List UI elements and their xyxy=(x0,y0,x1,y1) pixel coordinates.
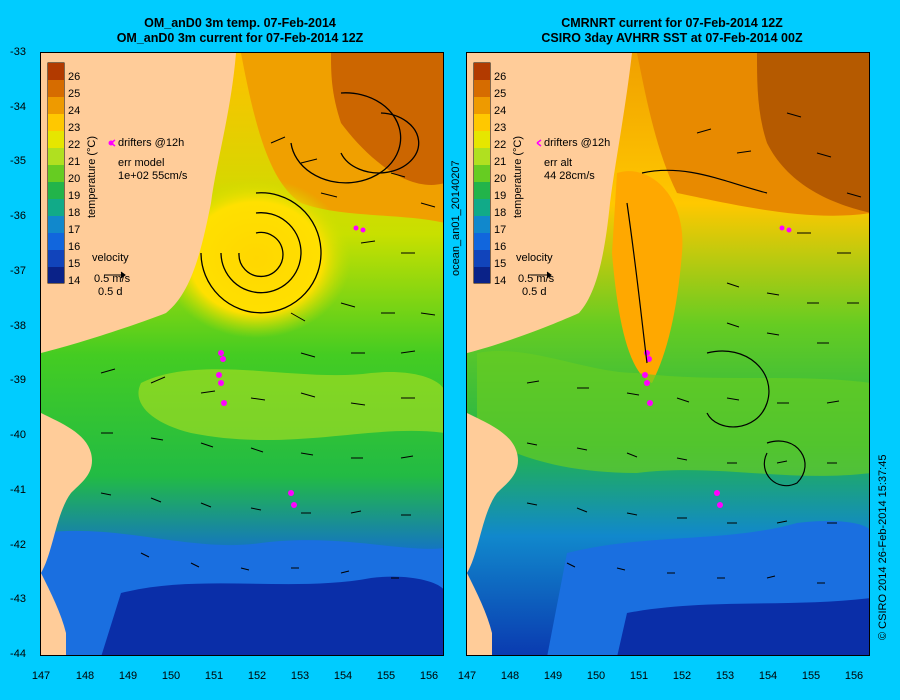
drifters-markers xyxy=(108,140,366,508)
y-tick-label: -35 xyxy=(10,155,26,167)
right-velocity-time: 0.5 d xyxy=(522,286,547,298)
velocity-scale-arrow xyxy=(531,271,552,279)
left-err-line1: err model xyxy=(118,157,165,169)
y-tick-label: -37 xyxy=(10,265,26,277)
right-err-line2: 44 28cm/s xyxy=(544,170,595,182)
right-colorbar-title: temperature (°C) xyxy=(512,135,524,218)
x-tick-label: 149 xyxy=(543,670,563,682)
y-tick-label: -42 xyxy=(10,539,26,551)
model-run-label: ocean_an01_20140207 xyxy=(450,160,462,276)
colorbar-tick: 16 xyxy=(68,241,81,253)
colorbar-tick: 20 xyxy=(68,173,81,185)
left-map-panel xyxy=(40,52,444,656)
x-tick-label: 155 xyxy=(801,670,821,682)
right-velocity-label: velocity xyxy=(516,252,553,264)
left-drifters-legend: drifters @12h xyxy=(118,137,184,150)
right-panel-title: CMRNRT current for 07-Feb-2014 12Z CSIRO… xyxy=(472,16,872,46)
y-tick-label: -33 xyxy=(10,46,26,58)
left-velocity-scale: 0.5 m/s xyxy=(94,273,131,285)
x-tick-label: 155 xyxy=(376,670,396,682)
colorbar-tick: 22 xyxy=(68,139,81,151)
x-tick-label: 151 xyxy=(204,670,224,682)
y-tick-label: -44 xyxy=(10,648,26,660)
x-tick-label: 154 xyxy=(758,670,778,682)
colorbar-tick: 22 xyxy=(494,139,507,151)
colorbar-tick: 24 xyxy=(68,105,81,117)
colorbar-tick: 15 xyxy=(68,258,81,270)
colorbar xyxy=(473,62,491,284)
colorbar-tick: 26 xyxy=(494,71,507,83)
x-tick-label: 147 xyxy=(31,670,51,682)
colorbar xyxy=(47,62,65,284)
colorbar-tick: 17 xyxy=(494,224,507,236)
left-map-svg xyxy=(41,53,443,655)
x-tick-label: 149 xyxy=(118,670,138,682)
right-drifters-label: drifters @12h xyxy=(544,137,611,149)
left-velocity-legend: velocity 0.5 m/s 0.5 d xyxy=(92,252,130,299)
left-title-line1: OM_anD0 3m temp. 07-Feb-2014 xyxy=(144,16,336,30)
velocity-arrows xyxy=(526,112,862,584)
left-velocity-time: 0.5 d xyxy=(98,286,123,298)
copyright-label: © CSIRO 2014 26-Feb-2014 15:37:45 xyxy=(877,454,889,640)
colorbar-tick: 18 xyxy=(494,207,507,219)
y-tick-label: -36 xyxy=(10,210,26,222)
x-tick-label: 153 xyxy=(290,670,310,682)
colorbar-tick: 26 xyxy=(68,71,81,83)
colorbar-tick: 25 xyxy=(494,88,507,100)
x-tick-label: 150 xyxy=(161,670,181,682)
colorbar-tick: 20 xyxy=(494,173,507,185)
left-velocity-label: velocity xyxy=(92,252,129,264)
y-tick-label: -34 xyxy=(10,101,26,113)
x-tick-label: 151 xyxy=(629,670,649,682)
right-title-line2: CSIRO 3day AVHRR SST at 07-Feb-2014 00Z xyxy=(541,31,803,45)
colorbar-tick: 19 xyxy=(68,190,81,202)
colorbar-tick: 24 xyxy=(494,105,507,117)
left-error-legend: err model 1e+02 55cm/s xyxy=(118,157,187,183)
colorbar-tick: 23 xyxy=(68,122,81,134)
left-colorbar-title: temperature (°C) xyxy=(86,135,98,218)
x-tick-label: 148 xyxy=(75,670,95,682)
right-err-line1: err alt xyxy=(544,157,573,169)
left-err-line2: 1e+02 55cm/s xyxy=(118,170,188,182)
colorbar-tick: 25 xyxy=(68,88,81,100)
colorbar-tick: 17 xyxy=(68,224,81,236)
left-title-line2: OM_anD0 3m current for 07-Feb-2014 12Z xyxy=(116,31,364,45)
y-tick-label: -43 xyxy=(10,593,26,605)
colorbar-tick: 21 xyxy=(68,156,81,168)
x-tick-label: 147 xyxy=(457,670,477,682)
current-arrows xyxy=(626,169,806,487)
right-map-panel xyxy=(466,52,870,656)
x-tick-label: 156 xyxy=(844,670,864,682)
left-panel-title: OM_anD0 3m temp. 07-Feb-2014 OM_anD0 3m … xyxy=(40,16,440,46)
colorbar-tick: 14 xyxy=(494,275,507,287)
x-tick-label: 156 xyxy=(419,670,439,682)
y-tick-label: -38 xyxy=(10,320,26,332)
colorbar-tick: 16 xyxy=(494,241,507,253)
velocity-arrows xyxy=(100,136,436,579)
colorbar-tick: 21 xyxy=(494,156,507,168)
y-tick-label: -39 xyxy=(10,374,26,386)
x-tick-label: 152 xyxy=(672,670,692,682)
left-drifters-label: drifters @12h xyxy=(118,137,185,149)
x-tick-label: 148 xyxy=(500,670,520,682)
x-tick-label: 152 xyxy=(247,670,267,682)
colorbar-tick: 18 xyxy=(68,207,81,219)
right-velocity-scale: 0.5 m/s xyxy=(518,273,555,285)
x-tick-label: 150 xyxy=(586,670,606,682)
y-tick-label: -41 xyxy=(10,484,26,496)
right-velocity-legend: velocity 0.5 m/s 0.5 d xyxy=(516,252,554,299)
x-tick-label: 154 xyxy=(333,670,353,682)
velocity-scale-arrow xyxy=(105,271,126,279)
colorbar-tick: 14 xyxy=(68,275,81,287)
y-tick-label: -40 xyxy=(10,429,26,441)
right-drifters-legend: drifters @12h xyxy=(544,137,610,150)
right-title-line1: CMRNRT current for 07-Feb-2014 12Z xyxy=(561,16,783,30)
right-error-legend: err alt 44 28cm/s xyxy=(544,157,595,183)
colorbar-tick: 15 xyxy=(494,258,507,270)
colorbar-tick: 19 xyxy=(494,190,507,202)
colorbar-tick: 23 xyxy=(494,122,507,134)
eddy-arrows xyxy=(200,92,420,314)
right-map-svg xyxy=(467,53,869,655)
x-tick-label: 153 xyxy=(715,670,735,682)
